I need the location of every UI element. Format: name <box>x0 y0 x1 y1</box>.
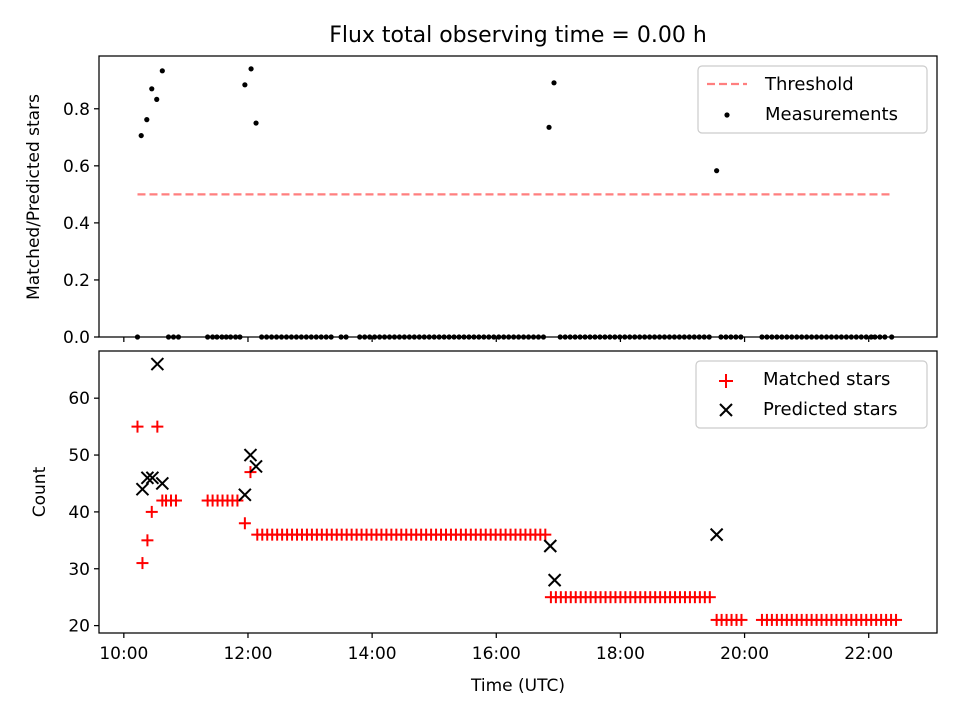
predicted-point <box>243 448 258 462</box>
bottom-legend: Matched stars Predicted stars <box>695 360 928 429</box>
matched-point <box>703 591 716 604</box>
predicted-point <box>150 357 165 371</box>
predicted-point <box>135 482 150 496</box>
matched-point <box>231 494 244 507</box>
measurement-point <box>714 168 720 174</box>
matched-point <box>238 517 251 530</box>
top-y-tick-label: 0.4 <box>63 214 90 234</box>
x-tick-label: 12:00 <box>223 644 272 664</box>
top-x-ticks <box>123 337 870 342</box>
x-tick-label: 22:00 <box>844 644 893 664</box>
bottom-y-tick-label: 20 <box>68 617 90 637</box>
predicted-point <box>140 471 155 485</box>
measurement-point <box>242 82 248 88</box>
bottom-y-tick-label: 60 <box>68 389 90 409</box>
predicted-point <box>155 476 170 491</box>
matched-point <box>539 528 552 541</box>
top-legend: Threshold Measurements <box>697 65 928 134</box>
x-tick-label: 16:00 <box>472 644 521 664</box>
predicted-point <box>145 471 160 485</box>
legend-measurements-label: Measurements <box>765 104 898 125</box>
matched-point <box>136 557 149 570</box>
legend-threshold-label: Threshold <box>764 74 854 95</box>
measurement-point <box>248 66 254 72</box>
legend-matched-swatch <box>719 374 733 388</box>
top-y-tick-label: 0.6 <box>63 157 90 177</box>
x-tick-label: 20:00 <box>720 644 769 664</box>
matched-point <box>156 494 169 507</box>
x-tick-label: 14:00 <box>348 644 397 664</box>
bottom-y-tick-label: 30 <box>68 560 90 580</box>
x-tick-label: 18:00 <box>596 644 645 664</box>
matched-point <box>890 613 903 626</box>
bottom-y-tick-label: 40 <box>68 503 90 523</box>
bottom-axes-frame <box>98 350 938 634</box>
measurement-point <box>253 120 259 126</box>
measurement-point <box>159 68 165 74</box>
chart-title: Flux total observing time = 0.00 h <box>329 23 707 48</box>
measurement-point <box>144 117 150 123</box>
measurement-point <box>149 86 155 92</box>
predicted-point <box>709 527 724 542</box>
top-y-tick-label: 0.2 <box>63 271 90 291</box>
matched-point <box>169 494 182 507</box>
predicted-point <box>543 539 557 553</box>
matched-point <box>131 420 144 433</box>
top-y-tick-label: 0.8 <box>63 100 90 120</box>
predicted-point <box>249 459 263 474</box>
bottom-marks <box>131 357 903 626</box>
count-panel: 20 30 40 50 60 10:00 12:00 14:00 16:00 18:00 20:0… <box>30 350 938 696</box>
legend-measurements-swatch <box>724 112 730 118</box>
matched-point <box>735 613 748 626</box>
top-y-tick-label: 0.0 <box>63 328 90 348</box>
bottom-y-axis-label: Count <box>30 466 50 517</box>
top-y-axis-label: Matched/Predicted stars <box>24 94 44 300</box>
legend-predicted-swatch <box>719 403 733 417</box>
x-axis-label: Time (UTC) <box>470 676 565 696</box>
predicted-point <box>547 573 562 587</box>
top-legend-box <box>697 65 928 134</box>
ratio-panel: Flux total observing time = 0.00 h 0.00.… <box>24 23 938 348</box>
bottom-legend-box <box>695 360 928 429</box>
legend-matched-label: Matched stars <box>763 369 890 390</box>
bottom-y-tick-label: 50 <box>68 446 90 466</box>
measurement-point <box>551 80 557 86</box>
measurement-point <box>154 96 160 102</box>
measurement-point <box>138 132 144 139</box>
bottom-x-ticks: 10:00 12:00 14:00 16:00 18:00 20:00 22:00 <box>99 633 893 664</box>
legend-predicted-label: Predicted stars <box>763 399 897 420</box>
x-tick-label: 10:00 <box>99 644 148 664</box>
top-y-ticks: 0.0 0.2 0.4 0.6 0.8 <box>63 100 99 348</box>
matched-point <box>151 420 164 433</box>
top-axes-frame <box>98 55 938 338</box>
bottom-y-ticks: 20 30 40 50 60 <box>68 389 99 637</box>
matched-point <box>145 505 158 518</box>
predicted-point <box>238 488 252 502</box>
matched-point <box>141 534 154 547</box>
measurement-point <box>546 124 552 130</box>
